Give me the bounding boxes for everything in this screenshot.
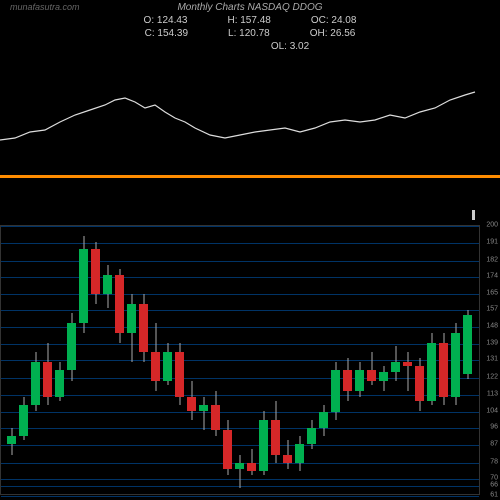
candle bbox=[67, 226, 76, 496]
y-tick-label: 66 bbox=[490, 482, 498, 489]
candle bbox=[343, 226, 352, 496]
candle bbox=[187, 226, 196, 496]
y-tick-label: 61 bbox=[490, 492, 498, 499]
ohlc-high: H: 157.48 bbox=[227, 15, 270, 26]
candle bbox=[451, 226, 460, 496]
candle bbox=[319, 226, 328, 496]
y-tick-label: 122 bbox=[486, 373, 498, 380]
panel-divider bbox=[0, 175, 500, 178]
candle bbox=[355, 226, 364, 496]
y-axis: 200 191 182 174 165 157 148 139 131 122 113 104 96 87… bbox=[480, 225, 498, 495]
candle bbox=[259, 226, 268, 496]
candle bbox=[331, 226, 340, 496]
candle bbox=[223, 226, 232, 496]
y-tick-label: 148 bbox=[486, 323, 498, 330]
ohlc-oc: OC: 24.08 bbox=[311, 15, 357, 26]
y-tick-label: 182 bbox=[486, 256, 498, 263]
ohlc-row-1: O: 124.43 H: 157.48 OC: 24.08 bbox=[0, 15, 500, 26]
candle bbox=[379, 226, 388, 496]
ohlc-low: L: 120.78 bbox=[228, 28, 270, 39]
candle bbox=[367, 226, 376, 496]
ohlc-row-2: C: 154.39 L: 120.78 OH: 26.56 bbox=[0, 28, 500, 39]
y-tick-label: 104 bbox=[486, 408, 498, 415]
candle bbox=[139, 226, 148, 496]
candle bbox=[307, 226, 316, 496]
y-tick-label: 174 bbox=[486, 272, 498, 279]
y-tick-label: 165 bbox=[486, 289, 498, 296]
ohlc-close: C: 154.39 bbox=[145, 28, 188, 39]
candle bbox=[55, 226, 64, 496]
line-chart-svg bbox=[0, 50, 480, 170]
y-tick-label: 113 bbox=[487, 390, 498, 397]
candle bbox=[199, 226, 208, 496]
y-tick-label: 131 bbox=[486, 356, 498, 363]
candle bbox=[247, 226, 256, 496]
chart-title: Monthly Charts NASDAQ DDOG bbox=[0, 2, 500, 13]
gridline bbox=[1, 496, 479, 497]
volume-svg bbox=[0, 180, 480, 220]
candle bbox=[163, 226, 172, 496]
candle bbox=[235, 226, 244, 496]
ohlc-oh: OH: 26.56 bbox=[310, 28, 356, 39]
candle bbox=[463, 226, 472, 496]
y-tick-label: 78 bbox=[490, 458, 498, 465]
candle bbox=[79, 226, 88, 496]
candle bbox=[271, 226, 280, 496]
y-tick-label: 191 bbox=[486, 239, 498, 246]
candle bbox=[19, 226, 28, 496]
volume-panel bbox=[0, 180, 480, 220]
y-tick-label: 70 bbox=[490, 474, 498, 481]
y-tick-label: 200 bbox=[486, 222, 498, 229]
candle bbox=[175, 226, 184, 496]
candle bbox=[7, 226, 16, 496]
candle bbox=[151, 226, 160, 496]
candle bbox=[439, 226, 448, 496]
candle bbox=[43, 226, 52, 496]
candle bbox=[283, 226, 292, 496]
y-tick-label: 96 bbox=[490, 424, 498, 431]
candle bbox=[91, 226, 100, 496]
y-tick-label: 157 bbox=[486, 305, 498, 312]
candle bbox=[31, 226, 40, 496]
chart-header: Monthly Charts NASDAQ DDOG O: 124.43 H: … bbox=[0, 2, 500, 52]
candle bbox=[427, 226, 436, 496]
ohlc-open: O: 124.43 bbox=[144, 15, 188, 26]
candle bbox=[403, 226, 412, 496]
candle bbox=[127, 226, 136, 496]
line-chart-panel bbox=[0, 50, 480, 170]
candle bbox=[415, 226, 424, 496]
candle bbox=[391, 226, 400, 496]
y-tick-label: 87 bbox=[490, 441, 498, 448]
y-tick-label: 139 bbox=[486, 340, 498, 347]
candle bbox=[103, 226, 112, 496]
candlestick-panel bbox=[0, 225, 480, 495]
candle bbox=[211, 226, 220, 496]
candle bbox=[295, 226, 304, 496]
candle bbox=[115, 226, 124, 496]
